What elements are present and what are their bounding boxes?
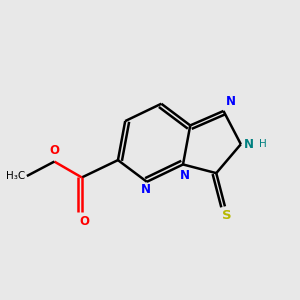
Text: S: S [222, 209, 231, 222]
Text: H: H [259, 139, 266, 149]
Text: N: N [140, 183, 150, 196]
Text: N: N [244, 138, 254, 151]
Text: O: O [49, 144, 59, 157]
Text: H₃C: H₃C [6, 171, 26, 181]
Text: N: N [179, 169, 190, 182]
Text: N: N [226, 95, 236, 108]
Text: O: O [79, 215, 89, 228]
